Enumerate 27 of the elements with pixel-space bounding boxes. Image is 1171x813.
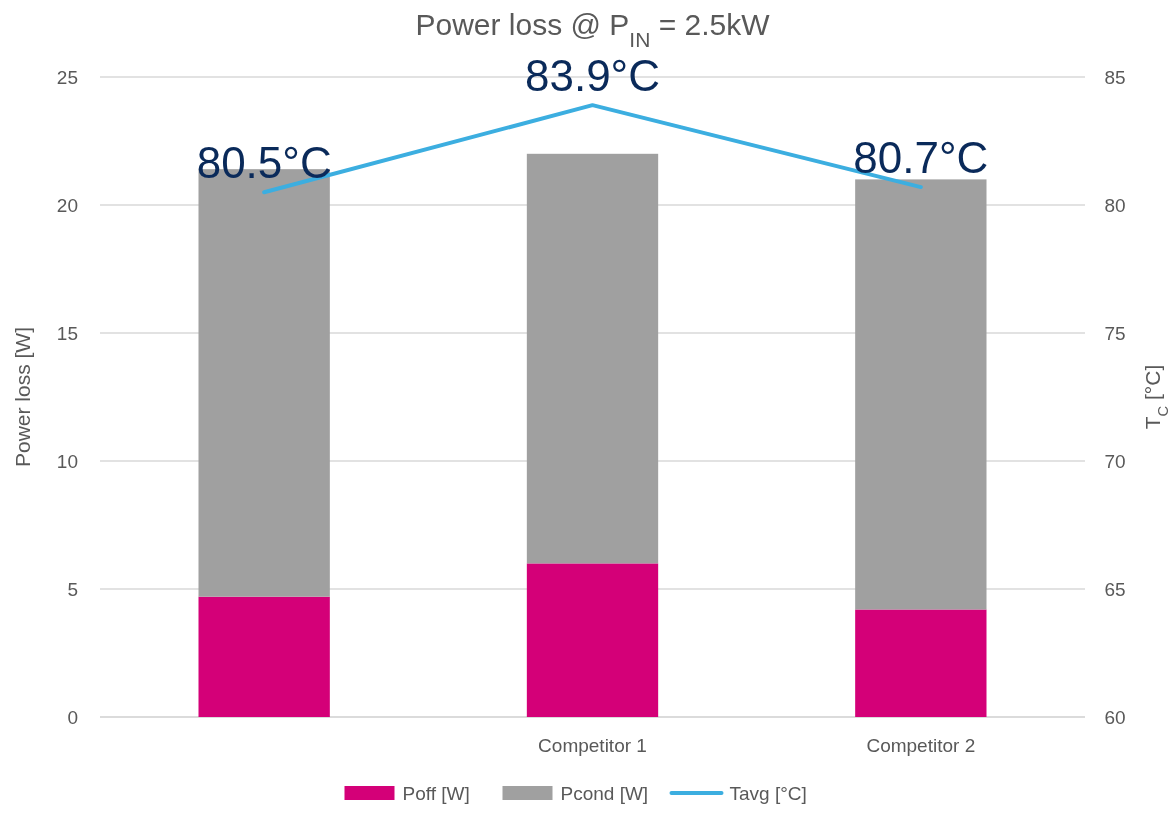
x-tick-label: Competitor 1 bbox=[538, 735, 647, 756]
y2-tick-label: 80 bbox=[1104, 194, 1126, 216]
data-label: 83.9°C bbox=[524, 51, 661, 101]
y-tick-label: 0 bbox=[67, 706, 78, 728]
bar bbox=[198, 596, 330, 717]
y2-tick-label: 85 bbox=[1104, 66, 1126, 88]
legend-label: Tavg [°C] bbox=[729, 783, 807, 804]
y2-tick-label: 75 bbox=[1104, 322, 1126, 344]
y-tick-label: 15 bbox=[56, 322, 78, 344]
y-axis-title: Power loss [W] bbox=[11, 326, 34, 468]
bar bbox=[855, 609, 987, 717]
legend-label: Poff [W] bbox=[402, 783, 470, 804]
bar bbox=[855, 179, 987, 610]
chart-title: Power loss @ P$_{IN}$ = 2.5kW bbox=[415, 8, 771, 51]
legend-label: Pcond [W] bbox=[560, 783, 649, 804]
y-tick-label: 20 bbox=[56, 194, 78, 216]
y-tick-label: 10 bbox=[56, 450, 78, 472]
y-tick-label: 25 bbox=[56, 66, 78, 88]
bar bbox=[526, 153, 659, 564]
bar bbox=[526, 563, 659, 717]
x-tick-label: Competitor 2 bbox=[866, 735, 976, 756]
y2-tick-label: 70 bbox=[1104, 450, 1126, 472]
data-label: 80.7°C bbox=[853, 133, 989, 183]
y2-tick-label: 65 bbox=[1104, 578, 1126, 600]
y2-tick-label: 60 bbox=[1104, 706, 1126, 728]
data-label: 80.5°C bbox=[196, 138, 332, 188]
y-tick-label: 5 bbox=[67, 578, 78, 600]
